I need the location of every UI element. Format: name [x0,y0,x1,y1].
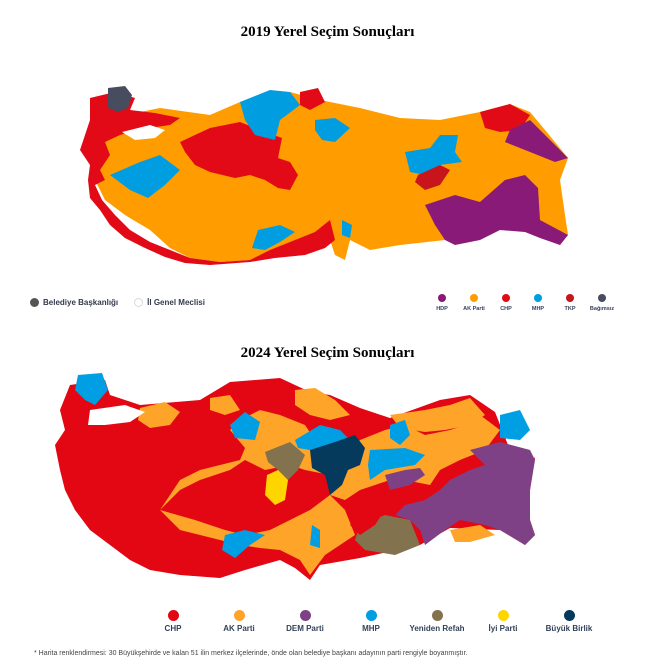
legend-2019: HDP AK Parti CHP MHP TKP Bağımsız [426,294,618,312]
legend-item-iyi-parti: İyi Parti [470,610,536,633]
swatch-icon [431,610,443,621]
legend-item-bagimsiz: Bağımsız [586,294,618,312]
swatch-icon [299,610,311,621]
legend-item-buyuk-birlik: Büyük Birlik [536,610,602,633]
legend-item-mhp: MHP [522,294,554,312]
legend-item-tkp: TKP [554,294,586,312]
legend-item-chp: CHP [490,294,522,312]
swatch-icon [365,610,377,621]
legend-item-akparti: AK Parti [206,610,272,633]
swatch-icon [497,610,509,621]
map-2024-title: 2024 Yerel Seçim Sonuçları [240,345,415,361]
footnote: * Harita renklendirmesi: 30 Büyükşehirde… [34,650,468,657]
swatch-icon [502,294,510,302]
swatch-icon [598,294,606,302]
radio-label: Belediye Başkanlığı [43,298,119,307]
map-2024 [55,373,535,580]
legend-item-akparti: AK Parti [458,294,490,312]
swatch-icon [438,294,446,302]
swatch-icon [167,610,179,621]
legend-2024: CHP AK Parti DEM Parti MHP Yeniden Refah… [140,610,602,633]
view-toggle: Belediye Başkanlığı İl Genel Meclisi [30,298,205,307]
legend-item-hdp: HDP [426,294,458,312]
legend-item-mhp: MHP [338,610,404,633]
map-2019 [80,86,568,265]
radio-il-genel-meclisi[interactable]: İl Genel Meclisi [134,298,205,307]
swatch-icon [534,294,542,302]
map-2019-title: 2019 Yerel Seçim Sonuçları [240,24,415,40]
radio-unselected-icon [134,298,144,307]
swatch-icon [233,610,245,621]
radio-selected-icon [30,298,39,307]
legend-item-yeniden-refah: Yeniden Refah [404,610,470,633]
legend-item-chp: CHP [140,610,206,633]
legend-item-dem: DEM Parti [272,610,338,633]
swatch-icon [563,610,575,621]
swatch-icon [566,294,574,302]
swatch-icon [470,294,478,302]
radio-label: İl Genel Meclisi [147,298,205,307]
radio-belediye-baskanligi[interactable]: Belediye Başkanlığı [30,298,118,307]
